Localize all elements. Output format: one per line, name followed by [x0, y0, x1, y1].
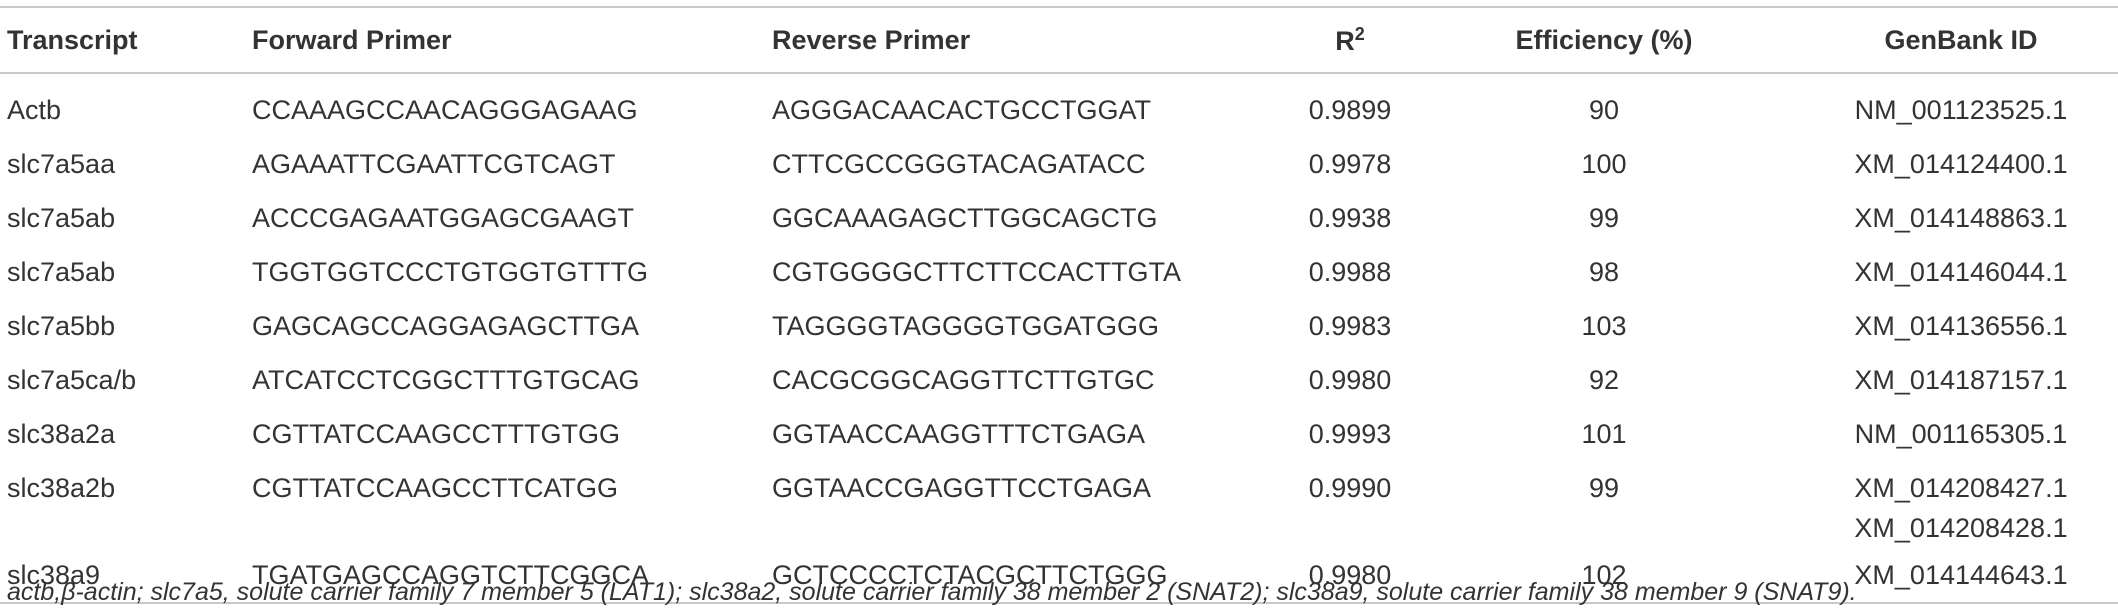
header-cell: R2: [1250, 7, 1450, 73]
table-cell: XM_014144643.1: [1758, 548, 2118, 603]
table-cell: XM_014136556.1: [1758, 299, 2118, 353]
table-body: Actb CCAAAGCCAACAGGGAGAAG AGGGACAACACTGCCT…: [0, 73, 2118, 603]
table-cell: 0.9990: [1308, 473, 1392, 503]
table-cell: slc7a5ca/b: [7, 365, 137, 395]
header-superscript: 2: [1354, 23, 1365, 44]
table-row: slc7a5aa AGAAATTCGAATTCGTCAGT CTTCGCCGGGTA…: [0, 137, 2118, 191]
table-cell: NM_001165305.1: [1758, 407, 2118, 461]
header-row: Transcript Forward Primer Reverse Primer…: [0, 7, 2118, 73]
table-cell: AGAAATTCGAATTCGTCAGT: [252, 149, 616, 179]
table-cell: TGATGAGCCAGGTCTTCGGCA: [252, 560, 649, 590]
genbank-id: XM_014124400.1: [1854, 149, 2068, 179]
footnote: actb,β-actin; slc7a5, solute carrier fam…: [7, 578, 1857, 606]
table-cell: 90: [1588, 95, 1620, 125]
table-cell: CCAAAGCCAACAGGGAGAAG: [252, 95, 638, 125]
table-cell: NM_001123525.1: [1758, 73, 2118, 137]
table-cell: TAGGGGTAGGGGTGGATGGG: [772, 311, 1160, 341]
genbank-id: XM_014144643.1: [1854, 560, 2068, 590]
table-cell: TGGTGGTCCCTGTGGTGTTTG: [252, 257, 648, 287]
table-cell: XM_014148863.1: [1758, 191, 2118, 245]
header-cell: Reverse Primer: [772, 24, 971, 55]
table-cell: CGTTATCCAAGCCTTTGTGG: [252, 419, 620, 449]
header-text: R: [1335, 25, 1355, 56]
table-row: slc38a9 TGATGAGCCAGGTCTTCGGCA GCTCCCCTCTAC…: [0, 548, 2118, 603]
table-cell: 92: [1588, 365, 1620, 395]
header-cell: GenBank ID: [1884, 24, 2038, 55]
table-cell: Actb: [7, 95, 62, 125]
primer-table: Transcript Forward Primer Reverse Primer…: [0, 6, 2118, 604]
table-header: Transcript Forward Primer Reverse Primer…: [0, 7, 2118, 73]
header-cell: Efficiency (%): [1515, 24, 1693, 55]
header-cell: Transcript: [7, 24, 138, 55]
table-cell: 101: [1581, 419, 1627, 449]
table-cell: XM_014146044.1: [1758, 245, 2118, 299]
table-cell: CGTTATCCAAGCCTTCATGG: [252, 473, 618, 503]
table-cell: GAGCAGCCAGGAGAGCTTGA: [252, 311, 640, 341]
table-cell: XM_014124400.1: [1758, 137, 2118, 191]
table-cell: 99: [1588, 203, 1620, 233]
table-cell: 98: [1588, 257, 1620, 287]
table-cell: slc7a5ab: [7, 203, 116, 233]
table-cell: 103: [1581, 311, 1627, 341]
table-cell: 0.9988: [1308, 257, 1392, 287]
table-cell: GGCAAAGAGCTTGGCAGCTG: [772, 203, 1158, 233]
table-cell: 0.9938: [1308, 203, 1392, 233]
table-cell: ACCCGAGAATGGAGCGAAGT: [252, 203, 635, 233]
genbank-id: NM_001123525.1: [1854, 95, 2068, 125]
table-cell: slc38a2b: [7, 473, 116, 503]
table-row: Actb CCAAAGCCAACAGGGAGAAG AGGGACAACACTGCCT…: [0, 73, 2118, 137]
table-cell: slc38a9: [7, 560, 101, 590]
table-cell: 0.9978: [1308, 149, 1392, 179]
table-cell: slc7a5bb: [7, 311, 116, 341]
table-cell: 0.9899: [1308, 95, 1392, 125]
table-cell: CGTGGGGCTTCTTCCACTTGTA: [772, 257, 1181, 287]
table-cell: slc7a5ab: [7, 257, 116, 287]
table-cell: 0.9980: [1308, 560, 1392, 590]
genbank-id: XM_014148863.1: [1854, 203, 2068, 233]
genbank-id: XM_014136556.1: [1854, 311, 2068, 341]
table-row: slc38a2a CGTTATCCAAGCCTTTGTGG GGTAACCAAGGT…: [0, 407, 2118, 461]
genbank-id: XM_014208428.1: [1854, 513, 2068, 543]
table-cell: slc38a2a: [7, 419, 116, 449]
table-row: slc7a5bb GAGCAGCCAGGAGAGCTTGA TAGGGGTAGGGG…: [0, 299, 2118, 353]
table-cell: 102: [1581, 560, 1627, 590]
table-cell: AGGGACAACACTGCCTGGAT: [772, 95, 1152, 125]
genbank-id: NM_001165305.1: [1854, 419, 2068, 449]
table-cell: CACGCGGCAGGTTCTTGTGC: [772, 365, 1155, 395]
genbank-id: XM_014146044.1: [1854, 257, 2068, 287]
table-cell: XM_014187157.1: [1758, 353, 2118, 407]
table-cell: 100: [1581, 149, 1627, 179]
table-cell: 99: [1588, 473, 1620, 503]
header-cell: Forward Primer: [252, 24, 452, 55]
table-row: slc7a5ca/b ATCATCCTCGGCTTTGTGCAG CACGCGGCA…: [0, 353, 2118, 407]
table-cell: XM_014208427.1 XM_014208428.1: [1758, 461, 2118, 548]
table-cell: GGTAACCAAGGTTTCTGAGA: [772, 419, 1146, 449]
table-cell: ATCATCCTCGGCTTTGTGCAG: [252, 365, 640, 395]
table-cell: CTTCGCCGGGTACAGATACC: [772, 149, 1146, 179]
table-cell: 0.9983: [1308, 311, 1392, 341]
table-row: slc38a2b CGTTATCCAAGCCTTCATGG GGTAACCGAGGT…: [0, 461, 2118, 548]
genbank-id: XM_014187157.1: [1854, 365, 2068, 395]
genbank-id: XM_014208427.1: [1854, 473, 2068, 503]
table-row: slc7a5ab TGGTGGTCCCTGTGGTGTTTG CGTGGGGCTTC…: [0, 245, 2118, 299]
table-cell: GGTAACCGAGGTTCCTGAGA: [772, 473, 1152, 503]
table-cell: GCTCCCCTCTACGCTTCTGGG: [772, 560, 1168, 590]
table-cell: 0.9980: [1308, 365, 1392, 395]
table-cell: 0.9993: [1308, 419, 1392, 449]
table-cell: slc7a5aa: [7, 149, 116, 179]
table-row: slc7a5ab ACCCGAGAATGGAGCGAAGT GGCAAAGAGCTT…: [0, 191, 2118, 245]
